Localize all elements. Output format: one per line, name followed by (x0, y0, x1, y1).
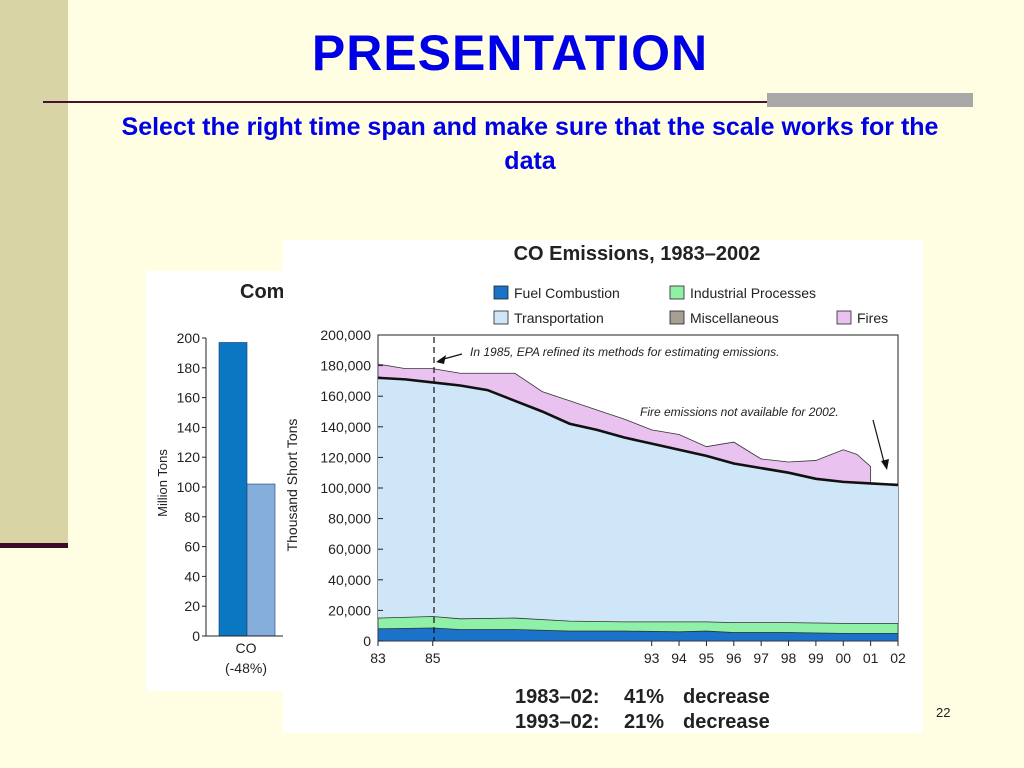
legend-label: Fires (857, 310, 888, 326)
summary-period-1: 1983–02: (515, 686, 600, 708)
side-decor-strip (0, 0, 68, 548)
legend-label: Transportation (514, 310, 604, 326)
area-miscellaneous (377, 376, 899, 487)
annotation-1985: In 1985, EPA refined its methods for est… (470, 345, 779, 359)
area-chart-ytick-label: 60,000 (328, 541, 371, 557)
area-chart-ytick-label: 100,000 (320, 480, 371, 496)
title-divider-block (767, 93, 973, 107)
summary-label-2: decrease (683, 711, 770, 733)
area-chart: CO Emissions, 1983–2002 Fuel Combustion I… (283, 240, 923, 733)
area-chart-xtick-label: 83 (370, 650, 386, 666)
area-fuel-combustion (377, 627, 899, 642)
bar-chart-ytick-label: 40 (184, 568, 200, 584)
area-chart-xtick-label: 93 (644, 650, 660, 666)
legend-swatch (493, 310, 509, 325)
bar-chart-ytick-label: 120 (177, 449, 201, 465)
area-chart-ytick-label: 20,000 (328, 602, 371, 618)
area-chart-xtick-label: 00 (835, 650, 851, 666)
legend-label: Fuel Combustion (514, 285, 620, 301)
bar-chart-category-label: CO (236, 640, 257, 656)
area-chart-xtick-label: 94 (671, 650, 687, 666)
area-chart-xtick-label: 95 (699, 650, 715, 666)
annotation-fires-arrow (872, 419, 885, 463)
area-chart-ytick-label: 80,000 (328, 511, 371, 527)
legend-swatch (669, 310, 685, 325)
summary-percent-1: 41% (624, 686, 664, 708)
summary-percent-2: 21% (624, 711, 664, 733)
area-chart-xtick-label: 85 (425, 650, 441, 666)
area-chart-ylabel: Thousand Short Tons (284, 419, 300, 552)
slide-title: PRESENTATION (311, 25, 709, 81)
summary-label-1: decrease (683, 686, 770, 708)
area-chart-title: CO Emissions, 1983–2002 (514, 243, 761, 265)
area-chart-ytick-label: 40,000 (328, 572, 371, 588)
bar-chart-ytick-label: 140 (177, 419, 201, 435)
annotation-1985-arrowhead (436, 355, 446, 364)
area-chart-ytick-label: 160,000 (320, 388, 371, 404)
bar-chart-bar (218, 342, 248, 637)
area-chart-ytick-label: 200,000 (320, 327, 371, 343)
bar-chart-ytick-label: 160 (177, 390, 201, 406)
bar-chart-ytick-label: 80 (184, 509, 200, 525)
area-chart-xtick-label: 01 (863, 650, 879, 666)
legend-swatch (836, 310, 852, 325)
bar-chart-ytick-label: 180 (177, 360, 201, 376)
page-number: 22 (936, 705, 951, 720)
slide-subtitle: Select the right time span and make sure… (121, 113, 939, 175)
area-chart-ytick-label: 180,000 (320, 358, 371, 374)
legend-label: Miscellaneous (690, 310, 779, 326)
bar-chart-bar (246, 483, 276, 637)
legend-swatch (669, 285, 685, 300)
title-divider (43, 101, 973, 103)
area-chart-xtick-label: 97 (753, 650, 769, 666)
area-chart-xtick-label: 99 (808, 650, 824, 666)
area-chart-xtick-label: 98 (781, 650, 797, 666)
annotation-fires-2002: Fire emissions not available for 2002. (640, 405, 839, 419)
bar-chart-ylabel: Million Tons (155, 449, 170, 517)
bar-chart-ytick-label: 20 (184, 598, 200, 614)
bar-chart-ytick-label: 100 (177, 479, 201, 495)
area-chart-xtick-label: 96 (726, 650, 742, 666)
area-chart-ytick-label: 120,000 (320, 449, 371, 465)
area-chart-ytick-label: 140,000 (320, 419, 371, 435)
area-chart-xtick-label: 02 (890, 650, 906, 666)
side-decor-underline (0, 543, 68, 548)
area-chart-ytick-label: 0 (363, 633, 371, 649)
bar-chart-title: Com (240, 281, 284, 303)
bar-chart-category-sublabel: (-48%) (225, 660, 267, 676)
annotation-fires-arrowhead (881, 459, 889, 470)
bar-chart: Com Million Tons 0 20 40 60 80 100 120 140 160 18… (146, 271, 291, 691)
legend-swatch (493, 285, 509, 300)
legend-label: Industrial Processes (690, 285, 816, 301)
area-transportation (378, 377, 898, 641)
bar-chart-ytick-label: 200 (177, 330, 201, 346)
bar-chart-ytick-label: 0 (192, 628, 200, 644)
summary-period-2: 1993–02: (515, 711, 600, 733)
bar-chart-ytick-label: 60 (184, 539, 200, 555)
